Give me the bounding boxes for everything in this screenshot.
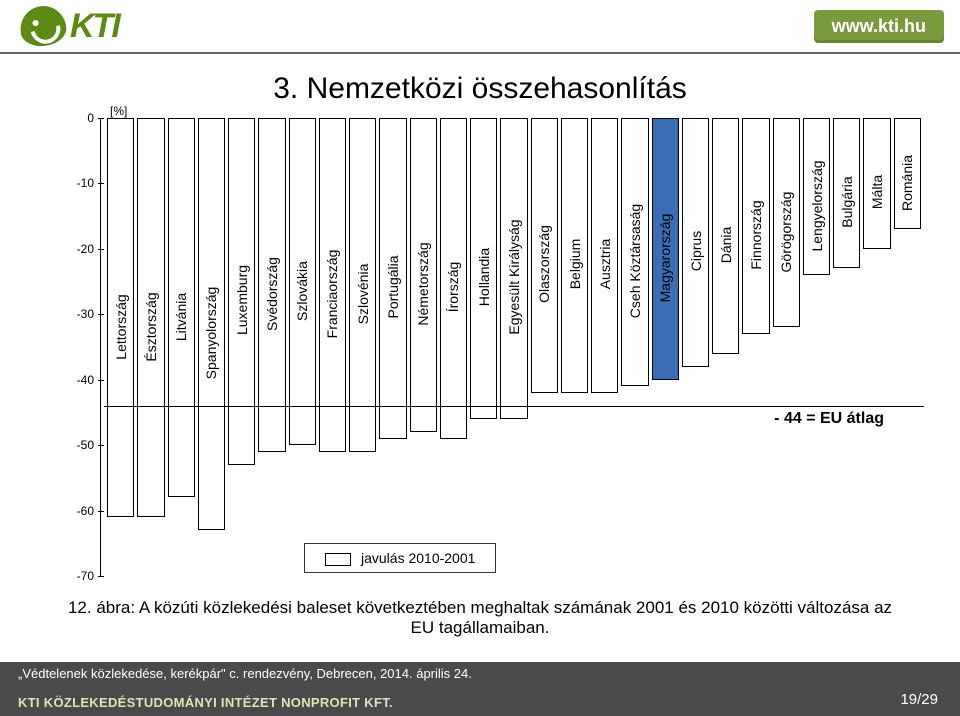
bar-label: Belgium [567, 239, 583, 290]
bar-label: Franciaország [324, 249, 340, 338]
bar-label: Románia [899, 155, 915, 211]
bar-label: Málta [869, 175, 885, 209]
logo-swirl-icon [17, 3, 68, 49]
bar: Lettország [107, 118, 134, 517]
y-tick: -40 [54, 373, 94, 387]
bar-label: Szlovénia [355, 263, 371, 324]
bar: Lengyelország [803, 118, 830, 275]
bar: Németország [410, 118, 437, 432]
bar-label: Spanyolország [203, 287, 219, 380]
bar: Magyarország [652, 118, 679, 380]
bar-label: Cseh Köztársaság [627, 204, 643, 318]
bar-label: Luxemburg [234, 265, 250, 335]
header: KTI www.kti.hu [0, 0, 960, 54]
bar: Hollandia [470, 118, 497, 419]
bar-label: Egyesült Királyság [506, 220, 522, 335]
bar-label: Lengyelország [809, 160, 825, 251]
bar: Litvánia [168, 118, 195, 497]
legend-swatch [325, 553, 351, 566]
y-tick: -10 [54, 176, 94, 190]
bar-label: Svédország [264, 257, 280, 331]
bar-label: Görögország [778, 191, 794, 272]
bar: Finnország [742, 118, 769, 334]
plot-area: Lettország Észtország Litvánia Spanyolorszá… [104, 118, 924, 576]
bar-label: Litvánia [173, 293, 189, 341]
bar: Románia [894, 118, 921, 229]
y-tick: -20 [54, 242, 94, 256]
bar-label: Bulgária [839, 177, 855, 228]
bar-label: Szlovákia [294, 261, 310, 321]
bar: Málta [863, 118, 890, 249]
bar: Bulgária [833, 118, 860, 268]
y-axis-unit: [%] [110, 104, 127, 118]
bar: Luxemburg [228, 118, 255, 465]
bar: Spanyolország [198, 118, 225, 530]
footer-event-line: „Védtelenek közlekedése, kerékpár" c. re… [18, 666, 472, 681]
footer-org-line: KTI KÖZLEKEDÉSTUDOMÁNYI INTÉZET NONPROFI… [18, 695, 393, 710]
bar: Egyesült Királyság [500, 118, 527, 419]
bar-label: Dánia [718, 226, 734, 263]
bar: Portugália [379, 118, 406, 439]
bar: Szlovákia [289, 118, 316, 445]
bar: Írország [440, 118, 467, 439]
bar-label: Ciprus [688, 231, 704, 271]
y-tick: -60 [54, 504, 94, 518]
bar: Szlovénia [349, 118, 376, 452]
bar: Olaszország [531, 118, 558, 393]
y-tick: -70 [54, 569, 94, 583]
legend-label: javulás 2010-2001 [361, 550, 475, 566]
bar-label: Németország [415, 242, 431, 325]
bar: Észtország [137, 118, 164, 517]
bar-label: Portugália [385, 256, 401, 319]
bar-label: Ausztria [597, 239, 613, 290]
bar-chart: [%] LettországÉsztországLitvániaSpanyolo… [54, 118, 924, 576]
y-axis-line [100, 118, 101, 576]
y-tick: 0 [54, 111, 94, 125]
section-title: 3. Nemzetközi összehasonlítás [0, 72, 960, 106]
bar: Belgium [561, 118, 588, 393]
bar-label: Magyarország [657, 213, 673, 302]
bar: Cseh Köztársaság [621, 118, 648, 386]
bar-label: Hollandia [476, 248, 492, 306]
site-url-tab: www.kti.hu [814, 10, 944, 43]
figure-caption: 12. ábra: A közúti közlekedési baleset k… [60, 598, 900, 638]
bar: Ausztria [591, 118, 618, 393]
bar: Görögország [773, 118, 800, 327]
bar: Ciprus [682, 118, 709, 367]
logo-text: KTI [70, 7, 119, 46]
y-tick: -30 [54, 307, 94, 321]
y-tick: -50 [54, 438, 94, 452]
bar-label: Olaszország [536, 225, 552, 303]
bar: Svédország [258, 118, 285, 452]
bar: Dánia [712, 118, 739, 354]
bar-label: Írország [445, 262, 461, 313]
legend: javulás 2010-2001 [304, 543, 496, 573]
bar-label: Lettország [113, 294, 129, 359]
page-number: 19/29 [900, 691, 938, 708]
eu-average-label: - 44 = EU átlag [774, 410, 884, 428]
eu-average-line [104, 406, 924, 407]
bar-label: Észtország [143, 292, 159, 361]
bar-label: Finnország [748, 200, 764, 269]
bar: Franciaország [319, 118, 346, 452]
logo: KTI [20, 6, 119, 46]
footer: „Védtelenek közlekedése, kerékpár" c. re… [0, 662, 960, 716]
